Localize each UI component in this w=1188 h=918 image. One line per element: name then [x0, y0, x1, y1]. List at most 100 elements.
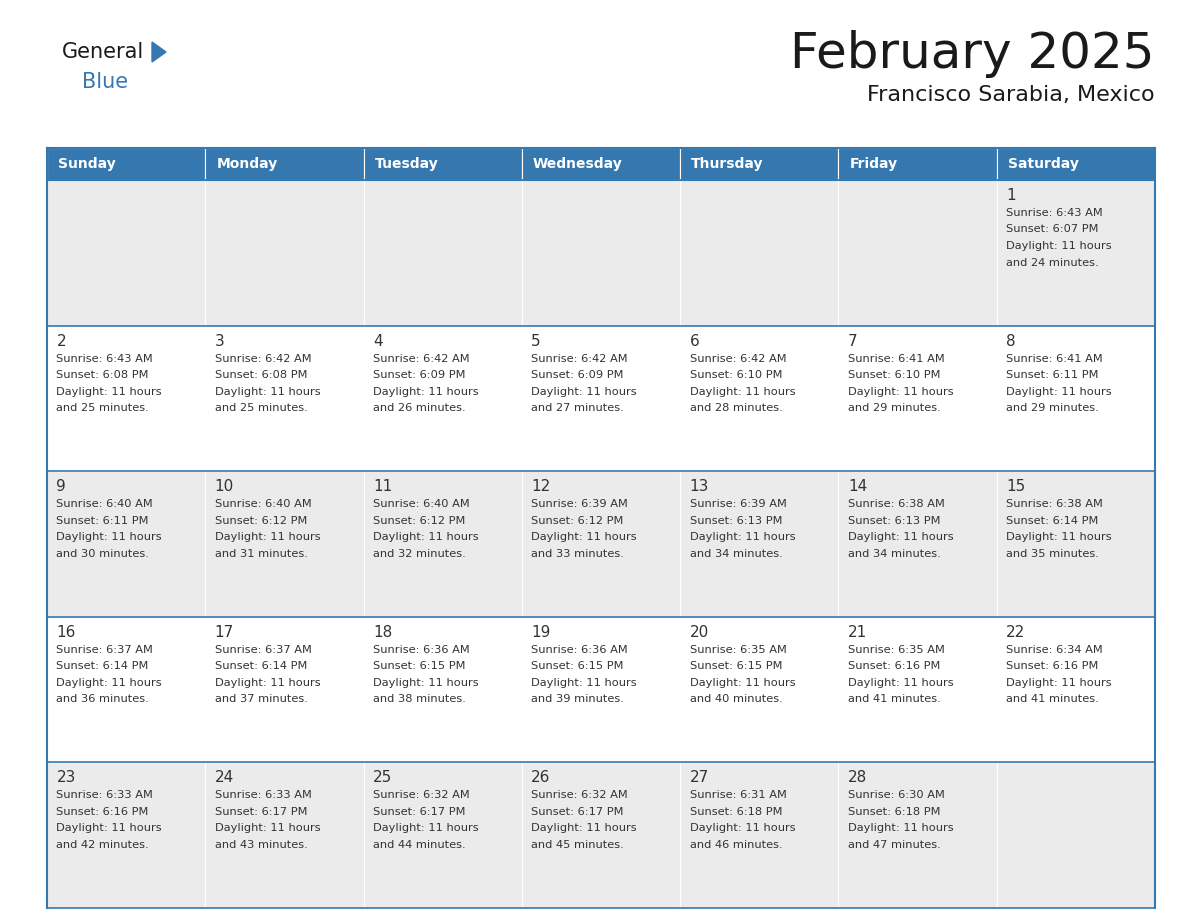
Bar [206, 326, 364, 471]
Text: Sunset: 6:17 PM: Sunset: 6:17 PM [373, 807, 466, 817]
Text: Sunrise: 6:40 AM: Sunrise: 6:40 AM [373, 499, 469, 509]
Text: Sunrise: 6:37 AM: Sunrise: 6:37 AM [215, 644, 311, 655]
Text: 9: 9 [57, 479, 67, 494]
Text: Sunset: 6:14 PM: Sunset: 6:14 PM [215, 661, 308, 671]
Text: and 36 minutes.: and 36 minutes. [57, 694, 150, 704]
Bar [364, 617, 522, 763]
Text: Sunrise: 6:40 AM: Sunrise: 6:40 AM [215, 499, 311, 509]
Bar [48, 148, 206, 180]
Bar [206, 471, 364, 617]
Bar [522, 617, 681, 763]
Bar [997, 763, 1155, 908]
Text: Daylight: 11 hours: Daylight: 11 hours [373, 677, 479, 688]
Text: Sunrise: 6:40 AM: Sunrise: 6:40 AM [57, 499, 153, 509]
Text: 27: 27 [690, 770, 709, 786]
Text: 4: 4 [373, 333, 383, 349]
Text: Sunrise: 6:35 AM: Sunrise: 6:35 AM [848, 644, 944, 655]
Text: Sunrise: 6:38 AM: Sunrise: 6:38 AM [1006, 499, 1104, 509]
Text: Friday: Friday [849, 157, 898, 171]
Text: Sunset: 6:16 PM: Sunset: 6:16 PM [848, 661, 940, 671]
Bar [206, 763, 364, 908]
Text: Daylight: 11 hours: Daylight: 11 hours [57, 386, 162, 397]
Text: Sunrise: 6:42 AM: Sunrise: 6:42 AM [215, 353, 311, 364]
Bar [206, 180, 364, 326]
Text: Daylight: 11 hours: Daylight: 11 hours [215, 823, 321, 834]
Text: 7: 7 [848, 333, 858, 349]
Text: Blue: Blue [82, 72, 128, 92]
Text: and 41 minutes.: and 41 minutes. [1006, 694, 1099, 704]
Text: Sunset: 6:17 PM: Sunset: 6:17 PM [215, 807, 308, 817]
Text: Daylight: 11 hours: Daylight: 11 hours [373, 386, 479, 397]
Text: and 26 minutes.: and 26 minutes. [373, 403, 466, 413]
Text: Sunrise: 6:38 AM: Sunrise: 6:38 AM [848, 499, 944, 509]
Text: and 29 minutes.: and 29 minutes. [848, 403, 941, 413]
Text: and 34 minutes.: and 34 minutes. [690, 549, 783, 559]
Bar [364, 180, 522, 326]
Bar [997, 617, 1155, 763]
Text: and 42 minutes.: and 42 minutes. [57, 840, 150, 850]
Text: and 32 minutes.: and 32 minutes. [373, 549, 466, 559]
Text: 17: 17 [215, 625, 234, 640]
Text: 11: 11 [373, 479, 392, 494]
Text: Daylight: 11 hours: Daylight: 11 hours [848, 532, 954, 543]
Text: Sunrise: 6:34 AM: Sunrise: 6:34 AM [1006, 644, 1102, 655]
Text: 23: 23 [57, 770, 76, 786]
Bar [364, 763, 522, 908]
Bar [681, 180, 839, 326]
Text: Sunset: 6:15 PM: Sunset: 6:15 PM [690, 661, 782, 671]
Text: Daylight: 11 hours: Daylight: 11 hours [531, 386, 637, 397]
Text: Daylight: 11 hours: Daylight: 11 hours [848, 386, 954, 397]
Text: Sunrise: 6:43 AM: Sunrise: 6:43 AM [1006, 208, 1102, 218]
Bar [48, 617, 206, 763]
Bar [522, 763, 681, 908]
Text: Daylight: 11 hours: Daylight: 11 hours [215, 532, 321, 543]
Text: Sunset: 6:17 PM: Sunset: 6:17 PM [531, 807, 624, 817]
Text: Sunrise: 6:42 AM: Sunrise: 6:42 AM [531, 353, 628, 364]
Text: Sunrise: 6:33 AM: Sunrise: 6:33 AM [215, 790, 311, 800]
Text: Sunrise: 6:39 AM: Sunrise: 6:39 AM [690, 499, 786, 509]
Text: Sunrise: 6:42 AM: Sunrise: 6:42 AM [373, 353, 469, 364]
Text: Sunday: Sunday [58, 157, 115, 171]
Bar [48, 326, 206, 471]
Text: 2: 2 [57, 333, 67, 349]
Text: Tuesday: Tuesday [374, 157, 438, 171]
Text: Sunrise: 6:30 AM: Sunrise: 6:30 AM [848, 790, 944, 800]
Text: Daylight: 11 hours: Daylight: 11 hours [1006, 677, 1112, 688]
Text: Daylight: 11 hours: Daylight: 11 hours [690, 386, 795, 397]
Text: Sunrise: 6:36 AM: Sunrise: 6:36 AM [373, 644, 469, 655]
Text: Sunset: 6:14 PM: Sunset: 6:14 PM [57, 661, 148, 671]
Polygon shape [152, 42, 166, 62]
Text: Sunset: 6:18 PM: Sunset: 6:18 PM [690, 807, 782, 817]
Text: Sunrise: 6:39 AM: Sunrise: 6:39 AM [531, 499, 628, 509]
Text: and 47 minutes.: and 47 minutes. [848, 840, 941, 850]
Bar [522, 180, 681, 326]
Text: Sunset: 6:14 PM: Sunset: 6:14 PM [1006, 516, 1099, 526]
Text: Sunset: 6:12 PM: Sunset: 6:12 PM [373, 516, 466, 526]
Text: Daylight: 11 hours: Daylight: 11 hours [848, 823, 954, 834]
Text: Sunset: 6:11 PM: Sunset: 6:11 PM [57, 516, 148, 526]
Text: Saturday: Saturday [1007, 157, 1079, 171]
Text: Thursday: Thursday [691, 157, 764, 171]
Text: Sunset: 6:12 PM: Sunset: 6:12 PM [531, 516, 624, 526]
Bar [839, 326, 997, 471]
Text: Daylight: 11 hours: Daylight: 11 hours [373, 532, 479, 543]
Text: General: General [62, 42, 144, 62]
Text: and 28 minutes.: and 28 minutes. [690, 403, 783, 413]
Bar [522, 471, 681, 617]
Text: Daylight: 11 hours: Daylight: 11 hours [1006, 386, 1112, 397]
Text: Sunset: 6:10 PM: Sunset: 6:10 PM [848, 370, 941, 380]
Text: Daylight: 11 hours: Daylight: 11 hours [57, 532, 162, 543]
Text: and 41 minutes.: and 41 minutes. [848, 694, 941, 704]
Text: and 30 minutes.: and 30 minutes. [57, 549, 150, 559]
Bar [681, 148, 839, 180]
Text: 20: 20 [690, 625, 709, 640]
Text: 1: 1 [1006, 188, 1016, 203]
Bar [839, 180, 997, 326]
Text: and 46 minutes.: and 46 minutes. [690, 840, 782, 850]
Bar [48, 763, 206, 908]
Text: Daylight: 11 hours: Daylight: 11 hours [215, 386, 321, 397]
Bar [997, 148, 1155, 180]
Text: Francisco Sarabia, Mexico: Francisco Sarabia, Mexico [867, 85, 1155, 105]
Text: February 2025: February 2025 [790, 30, 1155, 78]
Bar [681, 471, 839, 617]
